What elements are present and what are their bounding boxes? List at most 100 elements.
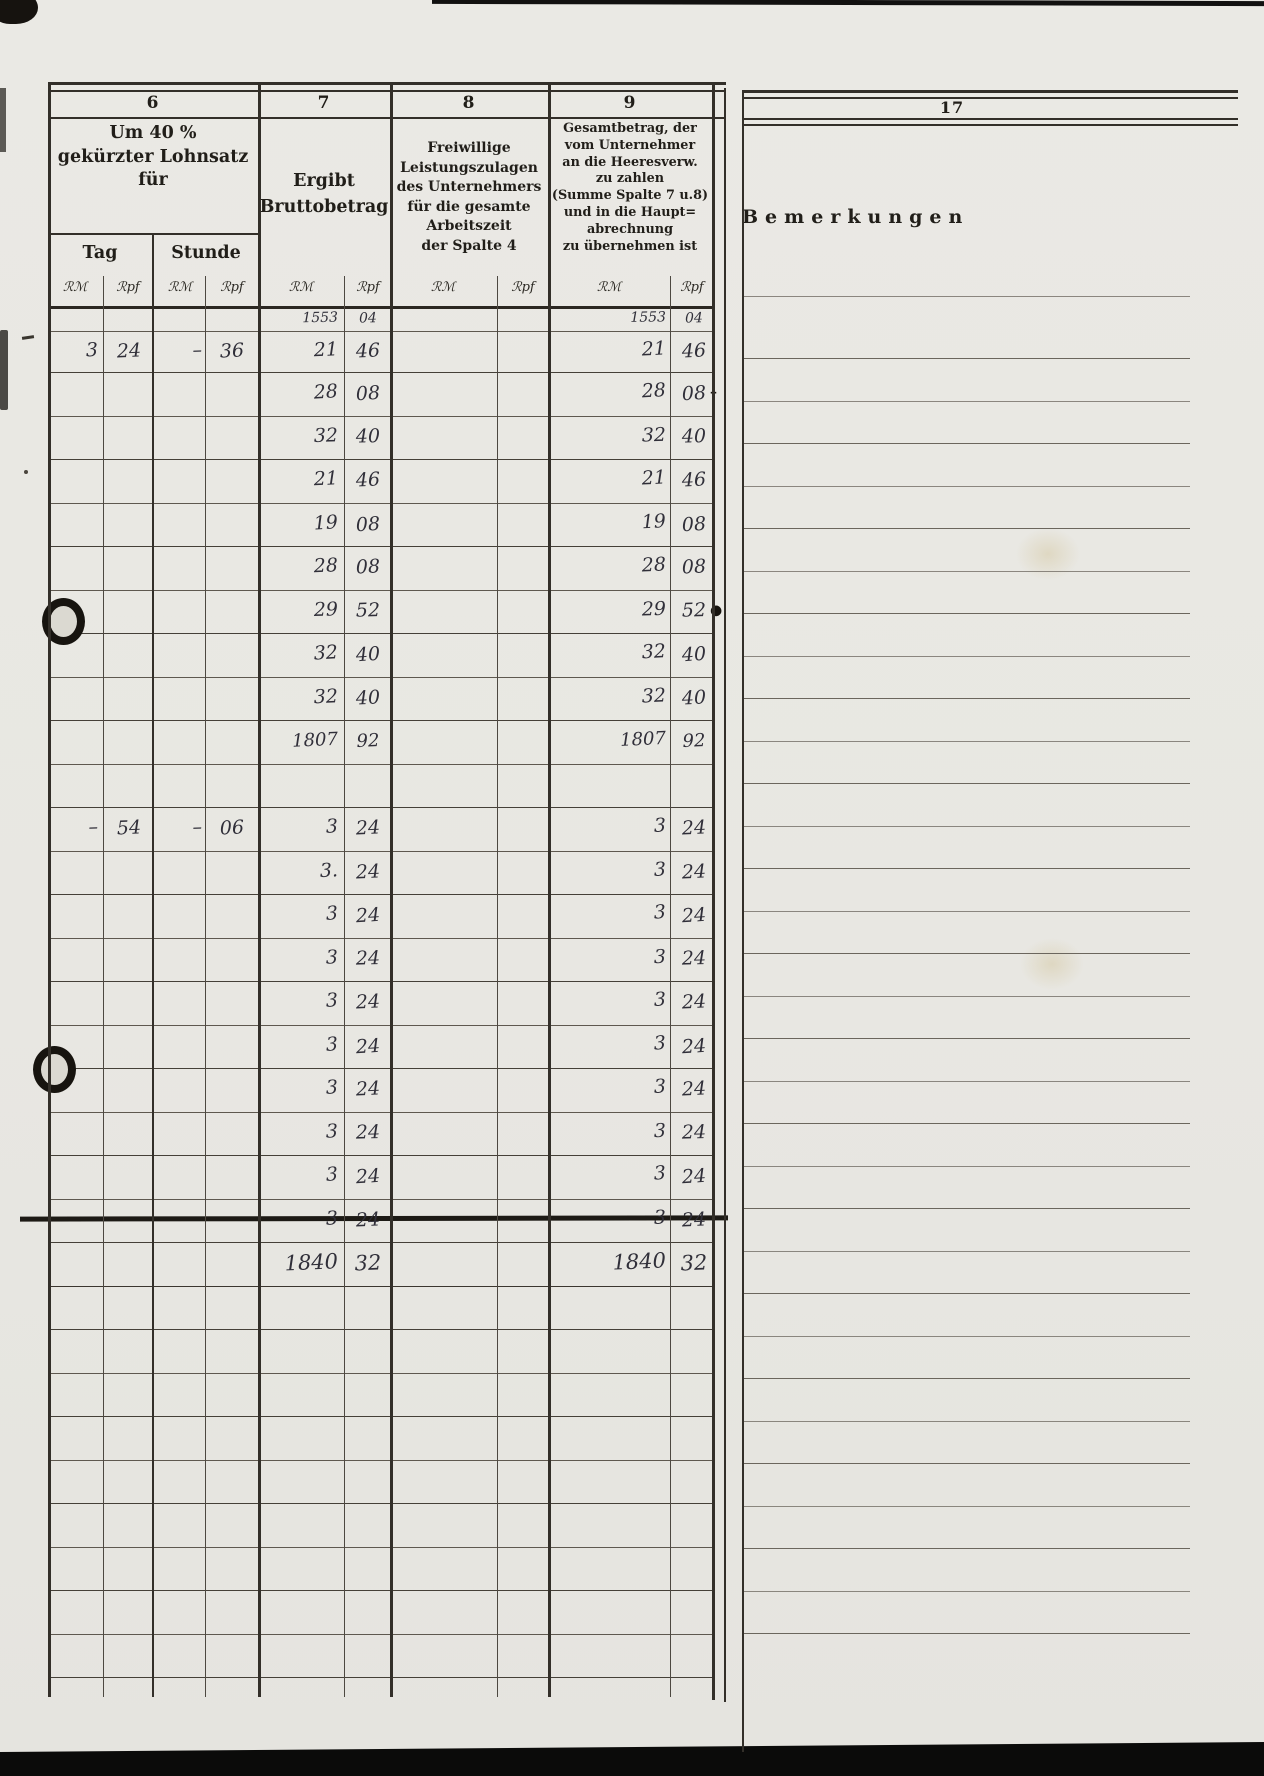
header-text: (Summe Spalte 7 u.8) — [551, 188, 709, 204]
header-text: für die gesamte — [407, 198, 531, 215]
ledger-row: 1807 92 1807 92 — [48, 721, 712, 765]
column-divider-line — [712, 82, 715, 1700]
remarks-rule-line — [742, 1335, 1190, 1337]
remarks-rule-line — [742, 1633, 1190, 1634]
cell-c9-rm: 21 — [641, 337, 667, 361]
ledger-row: 3. 24 3 24 — [48, 852, 712, 895]
ledger-row: 3 24 3 24 — [48, 895, 712, 939]
cell-tag-rpf: 54 — [116, 816, 142, 840]
cell-c7-rpf: 46 — [355, 468, 381, 492]
cell-c7-rpf: 40 — [355, 686, 381, 710]
rule-line — [742, 118, 1238, 120]
remarks-rule-line — [742, 1250, 1190, 1252]
remarks-rule-line — [742, 1463, 1190, 1464]
header-text: Arbeitszeit — [426, 218, 512, 234]
scan-edge-artifact-bottom — [0, 1741, 1264, 1776]
cell-c9-rm: 1553 — [630, 309, 667, 326]
column-divider-line — [548, 82, 551, 1697]
paper-stain — [1016, 528, 1080, 580]
cell-c9-rm: 3 — [653, 1119, 667, 1142]
remarks-rule-line — [742, 1548, 1190, 1549]
remarks-rule-line — [742, 1590, 1190, 1592]
cell-c7-rm: 21 — [313, 338, 339, 362]
cell-c7-rpf: 24 — [355, 1208, 381, 1232]
cell-c9-rpf: 04 — [684, 310, 704, 327]
cell-c7-rpf: 08 — [355, 555, 381, 579]
remarks-rule-line — [742, 655, 1190, 657]
column-divider-line — [724, 88, 726, 1702]
column-number-17: 17 — [939, 98, 965, 117]
cell-c7-rpf: 52 — [355, 598, 381, 622]
cell-c9-rpf: 08 — [681, 382, 707, 406]
remarks-rule-line — [742, 296, 1190, 297]
cell-c9-rpf: 24 — [681, 1034, 707, 1058]
cell-c9-rpf: 92 — [682, 730, 706, 753]
column-divider-line — [205, 276, 206, 1697]
currency-label-rpf: ℛpf — [680, 280, 704, 295]
rule-line — [48, 90, 726, 92]
header-text: der Spalte 4 — [421, 237, 517, 254]
ledger-row: 3 24 –36 21 46 21 46 — [48, 332, 712, 373]
ledger-row: 3 24 3 24 — [48, 1069, 712, 1113]
cell-c7-rpf: 24 — [355, 860, 381, 884]
cell-tag-rpf: 24 — [116, 339, 142, 363]
ledger-row: 29 52 29 52 ● — [48, 591, 722, 634]
cell-c9-rm: 19 — [641, 509, 667, 534]
cell-c9-rpf: 52 — [681, 598, 707, 622]
currency-label-rm: ℛℳ — [62, 280, 88, 295]
header-text: des Unternehmers — [396, 179, 542, 195]
remarks-rule-line — [742, 613, 1190, 614]
remarks-rule-line — [742, 1420, 1190, 1422]
column-number-6: 6 — [146, 93, 160, 113]
ledger-row: 32 40 32 40 — [48, 634, 712, 678]
rule-line — [742, 124, 1238, 126]
cell-c7-rpf: 24 — [355, 904, 381, 928]
cell-c7-rm: 3 — [325, 1206, 339, 1230]
cell-c7-rm: 3 — [325, 1120, 339, 1143]
cell-st-rpf: 06 — [219, 816, 245, 840]
cell-c9-rm: 3 — [653, 858, 667, 881]
remarks-header: Bemerkungen — [742, 206, 970, 228]
cell-c7-rpf: 32 — [354, 1250, 382, 1276]
ledger-row: 32 40 32 40 — [48, 678, 712, 721]
scan-left-smudge — [0, 88, 6, 152]
cell-c9-rm: 3 — [653, 1206, 667, 1229]
header-text: Freiwillige — [427, 140, 511, 156]
ledger-row — [48, 1330, 712, 1374]
cell-c9-rm: 3 — [653, 1075, 667, 1099]
remarks-rule-line — [742, 358, 1190, 359]
ledger-row: 21 46 21 46 — [48, 460, 712, 504]
ledger-row: 28 08 28 08 — [48, 547, 712, 591]
header-text: gekürzter Lohnsatz — [57, 146, 249, 167]
column-divider-line — [103, 276, 104, 1697]
column-6-header: Um 40 % gekürzter Lohnsatz für — [48, 122, 258, 193]
ledger-row — [48, 1374, 712, 1417]
remarks-rule-line — [742, 528, 1190, 529]
remarks-rule-line — [742, 910, 1190, 912]
ledger-row: 32 40 32 40 — [48, 417, 712, 460]
column-8-header: Freiwillige Leistungszulagen des Unterne… — [390, 139, 548, 256]
cell-c9-rpf: 24 — [681, 990, 707, 1014]
ledger-row — [48, 1504, 712, 1548]
cell-c7-rpf: 92 — [356, 730, 380, 753]
column-7-header: Ergibt Bruttobetrag — [258, 168, 390, 220]
cell-tag-rm: 3 — [85, 338, 99, 362]
column-number-9: 9 — [623, 93, 637, 113]
currency-label-rpf: ℛpf — [116, 280, 140, 295]
cell-c7-rm: 28 — [313, 554, 339, 578]
cell-tag-rm: – — [87, 816, 99, 839]
header-text: Um 40 % — [109, 123, 197, 143]
cell-c9-rpf: 40 — [681, 424, 707, 448]
rule-line — [742, 97, 1238, 99]
cell-st-rm: – — [191, 338, 203, 362]
remarks-rule-line — [742, 1208, 1190, 1209]
remarks-rule-line — [742, 740, 1190, 742]
cell-c7-rpf: 40 — [355, 643, 381, 667]
cell-c7-rpf: 46 — [355, 339, 381, 363]
header-text: an die Heeresverw. — [562, 154, 698, 170]
cell-c7-rpf: 24 — [355, 1120, 381, 1144]
ledger-row: 3 24 3 24 — [48, 939, 712, 982]
ledger-row: 3 24 3 24 — [48, 1026, 712, 1069]
